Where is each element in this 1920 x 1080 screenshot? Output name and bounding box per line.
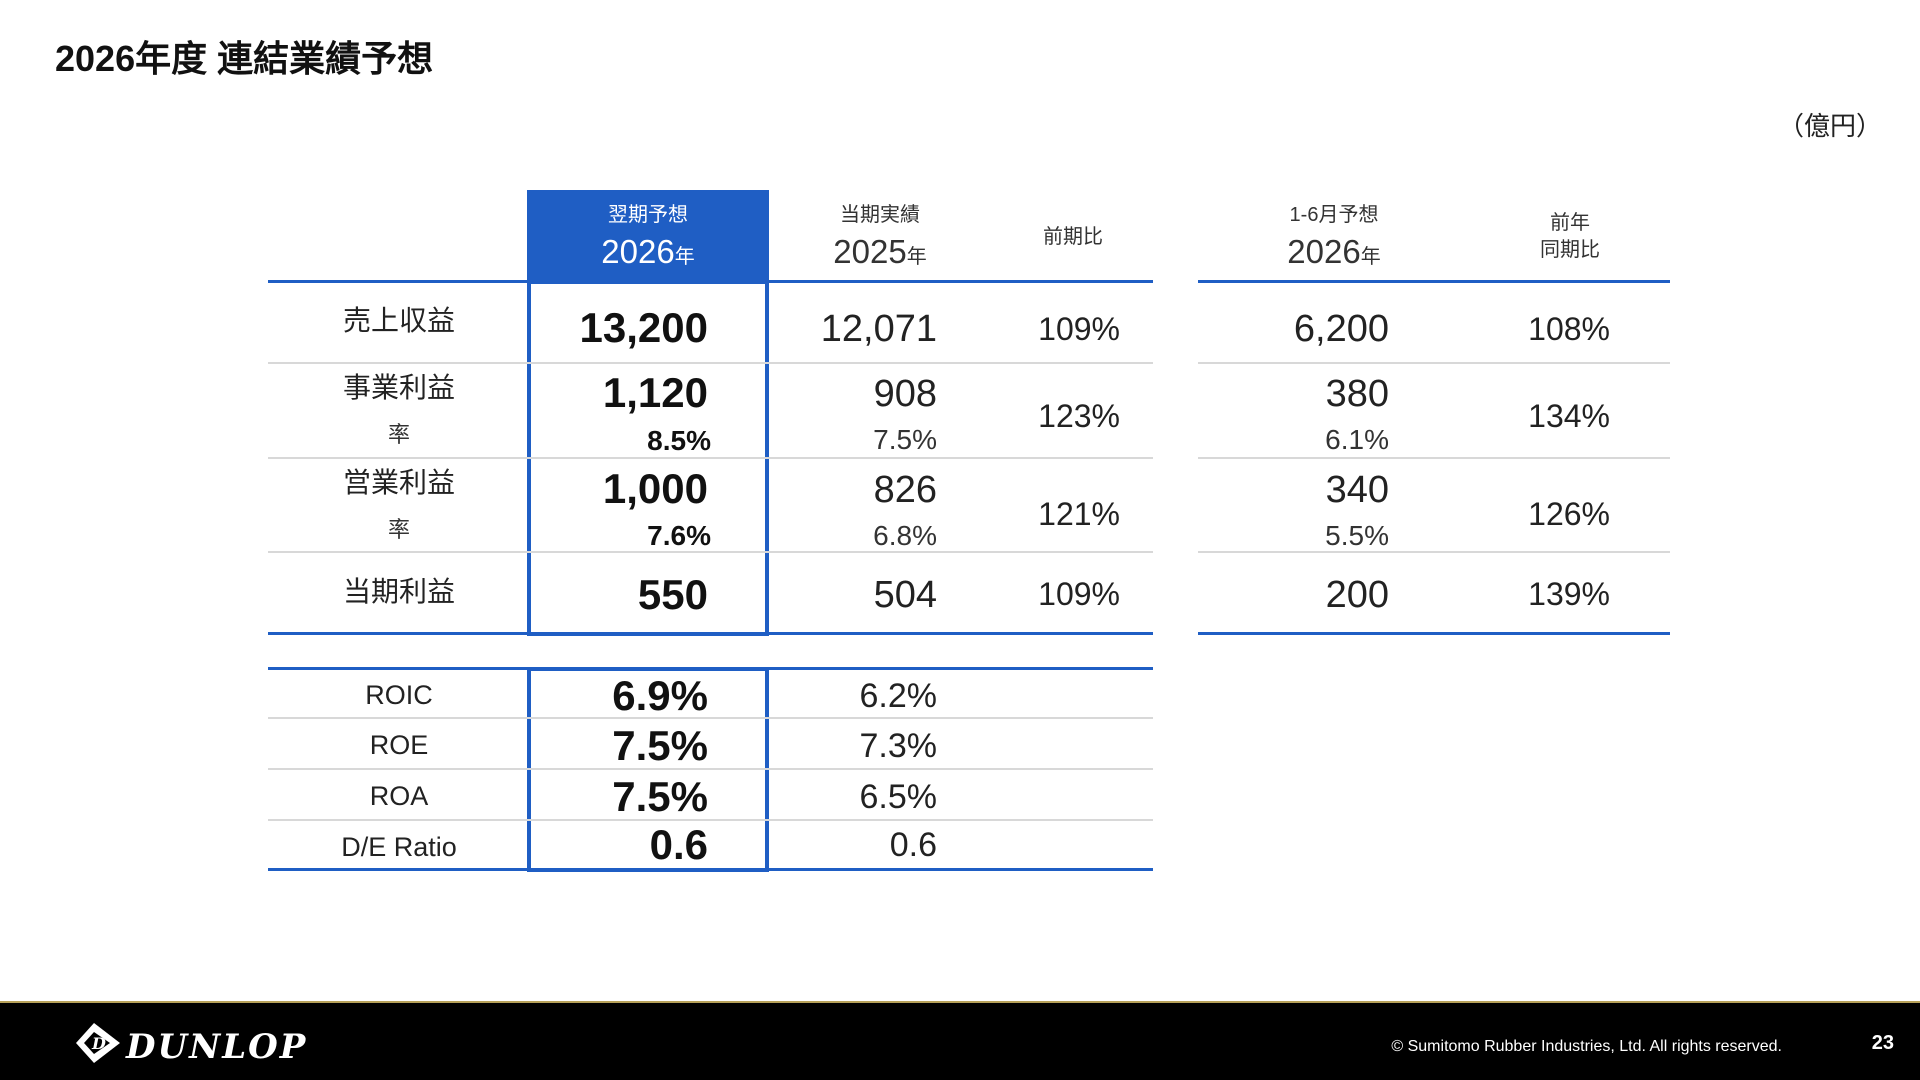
yoy-value: 109% xyxy=(1038,311,1120,347)
half-value: 200 xyxy=(1325,574,1389,616)
ratio-actual: 7.3% xyxy=(859,727,938,765)
forecast-value: 13,200 xyxy=(579,304,708,351)
forecast-rate: 7.6% xyxy=(647,520,711,551)
ratio-label: ROA xyxy=(369,781,429,811)
yoy-value: 121% xyxy=(1038,496,1120,532)
brand-wordmark: DUNLOP xyxy=(126,1027,308,1067)
header-yoy: 前期比 xyxy=(1043,226,1103,248)
row-divider xyxy=(268,717,1153,719)
dunlop-logo-icon: D xyxy=(72,1017,124,1074)
header-half-year: 2026年 xyxy=(1287,233,1381,270)
actual-rate: 7.5% xyxy=(873,424,937,455)
ratio-label: ROE xyxy=(369,730,429,760)
ratio-label: ROIC xyxy=(365,680,433,710)
half-yoy-value: 126% xyxy=(1528,496,1610,532)
table-bottom-rule-left xyxy=(268,632,1153,635)
row-sub-label: 率 xyxy=(387,517,411,542)
forecast-value: 1,000 xyxy=(602,465,708,512)
half-yoy-value: 134% xyxy=(1528,398,1610,434)
actual-value: 12,071 xyxy=(820,308,937,350)
row-divider xyxy=(268,551,1153,553)
row-divider xyxy=(268,819,1153,821)
half-value: 6,200 xyxy=(1293,308,1389,350)
row-divider xyxy=(268,362,1153,364)
unit-label: （億円） xyxy=(1777,111,1882,141)
ratio-forecast: 0.6 xyxy=(649,821,708,868)
page-number: 23 xyxy=(1871,1032,1894,1054)
half-yoy-value: 108% xyxy=(1528,311,1610,347)
header-actual-year: 2025年 xyxy=(833,233,927,270)
yoy-value: 109% xyxy=(1038,576,1120,612)
header-half-yoy-line1: 前年 xyxy=(1550,212,1590,234)
page-title: 2026年度 連結業績予想 xyxy=(55,38,434,79)
ratio-actual: 6.2% xyxy=(859,677,938,715)
row-divider xyxy=(1198,551,1670,553)
actual-rate: 6.8% xyxy=(873,520,937,551)
table-bottom-rule-right xyxy=(1198,632,1670,635)
header-half-label: 1-6月予想 xyxy=(1289,204,1379,226)
ratio-forecast: 7.5% xyxy=(612,773,708,820)
actual-value: 908 xyxy=(873,373,937,415)
row-label: 事業利益 xyxy=(342,372,456,403)
svg-text:D: D xyxy=(91,1034,106,1053)
row-label: 売上収益 xyxy=(342,305,456,336)
copyright-text: © Sumitomo Rubber Industries, Ltd. All r… xyxy=(1391,1038,1782,1055)
actual-value: 504 xyxy=(873,574,937,616)
forecast-rate: 8.5% xyxy=(647,425,711,456)
half-value: 380 xyxy=(1325,373,1389,415)
row-label: 営業利益 xyxy=(342,467,456,498)
row-divider xyxy=(268,768,1153,770)
ratios-bottom-rule xyxy=(268,868,1153,871)
half-rate: 5.5% xyxy=(1325,520,1389,551)
row-label: 当期利益 xyxy=(342,576,456,607)
row-divider xyxy=(1198,457,1670,459)
ratio-label: D/E Ratio xyxy=(341,832,457,862)
forecast-value: 550 xyxy=(637,571,708,618)
header-forecast-year: 2026年 xyxy=(601,233,695,270)
forecast-value: 1,120 xyxy=(602,369,708,416)
ratio-forecast: 6.9% xyxy=(612,672,708,719)
half-yoy-value: 139% xyxy=(1528,576,1610,612)
half-value: 340 xyxy=(1325,469,1389,511)
header-forecast-label: 翌期予想 xyxy=(608,204,688,226)
ratio-actual: 0.6 xyxy=(889,826,937,864)
yoy-value: 123% xyxy=(1038,398,1120,434)
row-sub-label: 率 xyxy=(387,422,411,447)
ratio-actual: 6.5% xyxy=(859,778,938,816)
table-top-rule-right xyxy=(1198,280,1670,283)
footer-accent-line xyxy=(0,1001,1920,1004)
actual-value: 826 xyxy=(873,469,937,511)
ratio-forecast: 7.5% xyxy=(612,722,708,769)
forecast-column-header xyxy=(527,190,769,280)
header-actual-label: 当期実績 xyxy=(840,204,920,226)
half-rate: 6.1% xyxy=(1325,424,1389,455)
footer-bar xyxy=(0,1003,1920,1080)
row-divider xyxy=(268,457,1153,459)
row-divider xyxy=(1198,362,1670,364)
header-half-yoy-line2: 同期比 xyxy=(1540,239,1600,261)
